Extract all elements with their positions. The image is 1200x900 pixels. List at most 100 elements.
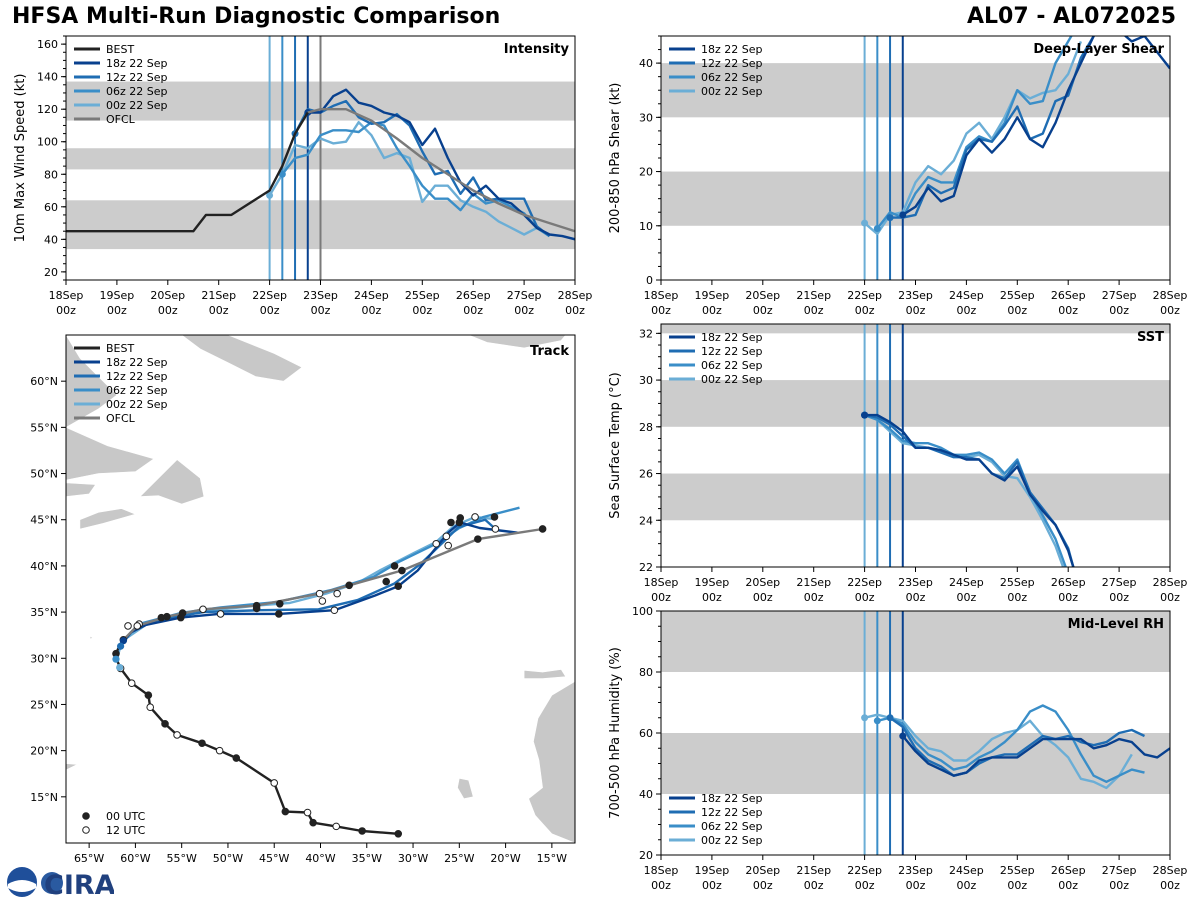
shear-ytick-label: 20 (639, 166, 653, 179)
rh-xtick-date: 24Sep (949, 864, 984, 877)
rh-series-run06 (877, 704, 1145, 783)
sst-xtick-date: 23Sep (898, 576, 933, 589)
shear-legend-label: 12z 22 Sep (701, 57, 763, 70)
rh-series-run18 (901, 735, 1170, 777)
shear-xtick-hour: 00z (1109, 304, 1129, 317)
track-lon-label: 25°W (444, 852, 474, 865)
land-quebec-labrador-coast (66, 427, 155, 481)
rh-xtick-date: 23Sep (898, 864, 933, 877)
land-cape-verde (457, 777, 474, 800)
rh-legend-label: 00z 22 Sep (701, 834, 763, 847)
sst-xtick-hour: 00z (906, 591, 926, 604)
track-panel: 65°W 60°W 55°W 50°W 45°W 40°W 35°W 30°W 25°W 20°W… (30, 334, 576, 865)
land-caribbean-edge (66, 763, 79, 771)
track-frame (65, 334, 576, 844)
run-point-12utc (330, 606, 339, 615)
shear-xtick-date: 28Sep (1153, 289, 1188, 302)
track-line-run00 (115, 515, 493, 661)
run-point-12utc (432, 539, 440, 548)
run-point-00utc (390, 562, 399, 570)
rh-ytick-label: 20 (639, 849, 653, 862)
cira-logo: CIRA (7, 867, 114, 900)
run-point-12utc (216, 610, 225, 618)
land-iberia (574, 533, 575, 599)
track-lon-label: 20°W (490, 852, 520, 865)
shear-xtick-hour: 00z (1058, 304, 1078, 317)
best-point-00utc (358, 827, 366, 835)
sst-panel: 22 24 26 28 30 32 18Sep 00z 19Sep 00z 20Sep 00z 21Se… (608, 323, 1187, 604)
best-point-12utc (173, 731, 181, 739)
best-point-00utc (161, 720, 169, 728)
best-point-00utc (281, 807, 290, 816)
intensity-init-point-run00 (266, 191, 274, 199)
shear-band (661, 171, 1170, 226)
land-canary-islands (523, 669, 567, 679)
rh-legend-label: 06z 22 Sep (701, 820, 763, 833)
intensity-legend-label: 00z 22 Sep (106, 99, 168, 112)
run-point-12utc (471, 513, 479, 521)
intensity-legend-label: 18z 22 Sep (106, 57, 168, 70)
ofcl-point-00utc (398, 566, 406, 575)
intensity-xtick-date: 19Sep (100, 289, 135, 302)
rh-series-run00 (864, 713, 1133, 790)
globe-icon (41, 872, 63, 894)
sst-xtick-date: 21Sep (796, 576, 831, 589)
rh-xtick-date: 20Sep (745, 864, 780, 877)
sst-legend-label: 18z 22 Sep (701, 331, 763, 344)
rh-legend-label: 12z 22 Sep (701, 806, 763, 819)
track-init-point-run18 (119, 637, 127, 645)
intensity-xtick-hour: 00z (565, 304, 585, 317)
shear-xtick-hour: 00z (753, 304, 773, 317)
shear-xtick-hour: 00z (957, 304, 977, 317)
sst-title: SST (1137, 330, 1164, 345)
intensity-ytick-label: 40 (44, 233, 58, 246)
intensity-xtick-hour: 00z (362, 304, 382, 317)
rh-ytick-label: 60 (639, 727, 653, 740)
shear-series-run06 (876, 36, 1073, 230)
intensity-series-run12 (294, 99, 551, 238)
shear-ytick-label: 30 (639, 111, 653, 124)
track-line-ofcl (122, 527, 543, 641)
best-point-12utc (146, 703, 155, 712)
ofcl-point-00utc (474, 535, 482, 543)
track-lat-label: 25°N (30, 698, 58, 711)
run-point-00utc (382, 577, 391, 586)
rh-xtick-hour: 00z (651, 879, 671, 892)
track-lon-label: 40°W (305, 852, 335, 865)
ofcl-point-00utc (538, 525, 547, 533)
best-point-12utc (303, 808, 312, 817)
shear-init-point-run18 (899, 211, 907, 219)
run-point-00utc (447, 518, 455, 527)
track-lon-label: 50°W (213, 852, 243, 865)
shear-init-point-run06 (873, 224, 881, 232)
intensity-xtick-date: 18Sep (49, 289, 84, 302)
track-legend-label: 12z 22 Sep (106, 370, 168, 383)
rh-xtick-hour: 00z (906, 879, 926, 892)
track-marker-legend-symbol (82, 812, 90, 820)
best-point-00utc (144, 691, 153, 700)
track-legend-label: OFCL (106, 412, 136, 425)
track-marker-legend-symbol (82, 826, 90, 834)
rh-xtick-hour: 00z (1007, 879, 1027, 892)
intensity-xtick-hour: 00z (412, 304, 432, 317)
sst-xtick-hour: 00z (1109, 591, 1129, 604)
intensity-xtick-date: 27Sep (507, 289, 542, 302)
sst-series-run18 (864, 413, 1075, 567)
land-bermuda (89, 635, 94, 640)
rh-xtick-hour: 00z (855, 879, 875, 892)
sst-band (661, 473, 1170, 521)
track-map-area (66, 335, 575, 843)
rh-xtick-date: 25Sep (1000, 864, 1035, 877)
track-lat-label: 55°N (30, 421, 58, 434)
track-lat-label: 30°N (30, 652, 58, 665)
rh-init-point-run18 (899, 732, 907, 740)
shear-xtick-date: 21Sep (796, 289, 831, 302)
land-nova-scotia (79, 508, 137, 530)
rh-xtick-date: 19Sep (695, 864, 730, 877)
run-point-00utc (394, 582, 403, 591)
intensity-legend-label: 06z 22 Sep (106, 85, 168, 98)
sst-xtick-hour: 00z (1058, 591, 1078, 604)
track-lon-label: 55°W (166, 852, 196, 865)
track-legend-label: BEST (106, 342, 134, 355)
track-legend-label: 18z 22 Sep (106, 356, 168, 369)
